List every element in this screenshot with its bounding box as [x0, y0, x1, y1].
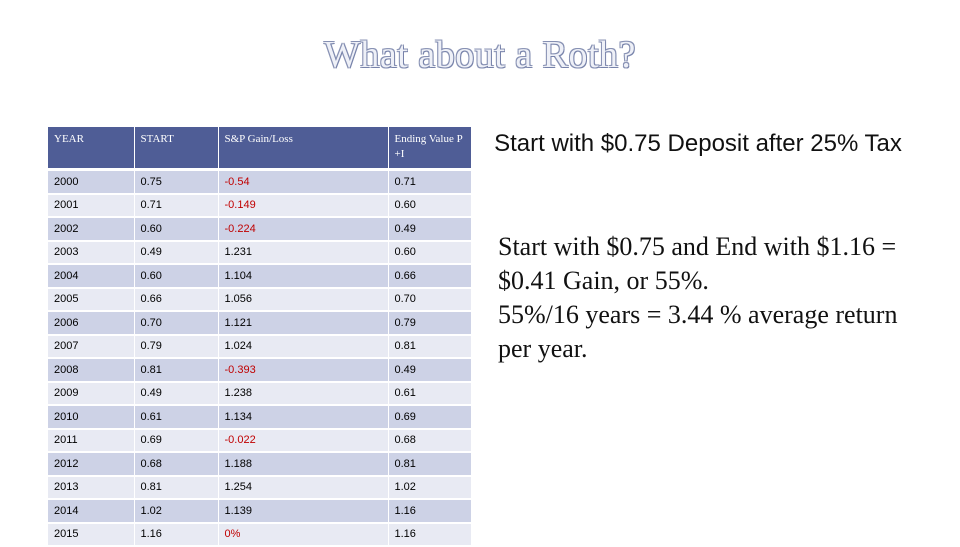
cell-gain-loss: -0.393 [218, 358, 389, 383]
cell-gain-loss: 0% [218, 522, 389, 547]
cell-year: 2014 [48, 499, 135, 524]
cell-start: 0.70 [134, 311, 219, 336]
cell-year: 2005 [48, 287, 135, 312]
cell-ending-value: 0.61 [388, 381, 472, 406]
cell-gain-loss: 1.121 [218, 311, 389, 336]
cell-year: 2006 [48, 311, 135, 336]
table-row: 2011 0.69 -0.022 0.68 [48, 428, 472, 453]
table-row: 2005 0.66 1.056 0.70 [48, 287, 472, 312]
cell-ending-value: 0.68 [388, 428, 472, 453]
cell-start: 0.69 [134, 428, 219, 453]
cell-gain-loss: 1.104 [218, 264, 389, 289]
cell-start: 0.68 [134, 452, 219, 477]
cell-start: 0.81 [134, 358, 219, 383]
summary-line-average: 55%/16 years = 3.44 % average return per… [498, 300, 898, 363]
header-year: YEAR [48, 127, 135, 171]
cell-ending-value: 1.02 [388, 475, 472, 500]
cell-year: 2002 [48, 217, 135, 242]
cell-start: 1.16 [134, 522, 219, 547]
table-row: 2015 1.16 0% 1.16 [48, 522, 472, 547]
cell-start: 0.81 [134, 475, 219, 500]
header-ending-value: Ending Value P +I [388, 127, 472, 171]
cell-gain-loss: 1.024 [218, 334, 389, 359]
cell-start: 0.61 [134, 405, 219, 430]
header-sp-gain-loss: S&P Gain/Loss [218, 127, 389, 171]
returns-table: YEAR START S&P Gain/Loss Ending Value P … [48, 127, 472, 547]
cell-ending-value: 0.66 [388, 264, 472, 289]
cell-gain-loss: -0.54 [218, 169, 389, 195]
cell-gain-loss: -0.224 [218, 217, 389, 242]
cell-ending-value: 0.60 [388, 193, 472, 218]
cell-start: 0.75 [134, 169, 219, 195]
cell-year: 2013 [48, 475, 135, 500]
cell-gain-loss: -0.022 [218, 428, 389, 453]
table-row: 2004 0.60 1.104 0.66 [48, 264, 472, 289]
cell-start: 0.60 [134, 217, 219, 242]
cell-gain-loss: 1.238 [218, 381, 389, 406]
table-row: 2014 1.02 1.139 1.16 [48, 499, 472, 524]
cell-gain-loss: 1.231 [218, 240, 389, 265]
cell-year: 2011 [48, 428, 135, 453]
table-row: 2000 0.75 -0.54 0.71 [48, 169, 472, 195]
cell-start: 1.02 [134, 499, 219, 524]
cell-ending-value: 0.81 [388, 334, 472, 359]
table-body: 2000 0.75 -0.54 0.71 2001 0.71 -0.149 0.60 2002 0… [48, 169, 472, 547]
cell-start: 0.66 [134, 287, 219, 312]
table-row: 2008 0.81 -0.393 0.49 [48, 358, 472, 383]
cell-year: 2001 [48, 193, 135, 218]
cell-ending-value: 0.70 [388, 287, 472, 312]
table-row: 2002 0.60 -0.224 0.49 [48, 217, 472, 242]
slide-title: What about a Roth? [324, 34, 636, 76]
table-row: 2007 0.79 1.024 0.81 [48, 334, 472, 359]
cell-start: 0.60 [134, 264, 219, 289]
cell-ending-value: 0.49 [388, 217, 472, 242]
cell-year: 2015 [48, 522, 135, 547]
cell-start: 0.49 [134, 240, 219, 265]
cell-year: 2008 [48, 358, 135, 383]
cell-gain-loss: 1.139 [218, 499, 389, 524]
cell-year: 2010 [48, 405, 135, 430]
cell-ending-value: 0.49 [388, 358, 472, 383]
cell-gain-loss: 1.056 [218, 287, 389, 312]
table-row: 2013 0.81 1.254 1.02 [48, 475, 472, 500]
cell-ending-value: 1.16 [388, 499, 472, 524]
table-header-row: YEAR START S&P Gain/Loss Ending Value P … [48, 127, 472, 171]
cell-year: 2003 [48, 240, 135, 265]
cell-start: 0.79 [134, 334, 219, 359]
cell-ending-value: 0.60 [388, 240, 472, 265]
cell-ending-value: 0.79 [388, 311, 472, 336]
summary-note: Start with $0.75 and End with $1.16 = $0… [498, 230, 918, 366]
cell-start: 0.71 [134, 193, 219, 218]
cell-gain-loss: -0.149 [218, 193, 389, 218]
cell-year: 2004 [48, 264, 135, 289]
table-row: 2001 0.71 -0.149 0.60 [48, 193, 472, 218]
deposit-note: Start with $0.75 Deposit after 25% Tax [494, 130, 902, 157]
table-row: 2010 0.61 1.134 0.69 [48, 405, 472, 430]
cell-start: 0.49 [134, 381, 219, 406]
cell-gain-loss: 1.134 [218, 405, 389, 430]
cell-year: 2007 [48, 334, 135, 359]
cell-gain-loss: 1.188 [218, 452, 389, 477]
table-row: 2003 0.49 1.231 0.60 [48, 240, 472, 265]
cell-year: 2009 [48, 381, 135, 406]
header-start: START [134, 127, 219, 171]
table-row: 2006 0.70 1.121 0.79 [48, 311, 472, 336]
cell-ending-value: 0.69 [388, 405, 472, 430]
cell-ending-value: 0.71 [388, 169, 472, 195]
cell-gain-loss: 1.254 [218, 475, 389, 500]
table-row: 2009 0.49 1.238 0.61 [48, 381, 472, 406]
cell-ending-value: 0.81 [388, 452, 472, 477]
table-row: 2012 0.68 1.188 0.81 [48, 452, 472, 477]
summary-line-gain: Start with $0.75 and End with $1.16 = $0… [498, 232, 897, 295]
cell-ending-value: 1.16 [388, 522, 472, 547]
cell-year: 2012 [48, 452, 135, 477]
cell-year: 2000 [48, 169, 135, 195]
